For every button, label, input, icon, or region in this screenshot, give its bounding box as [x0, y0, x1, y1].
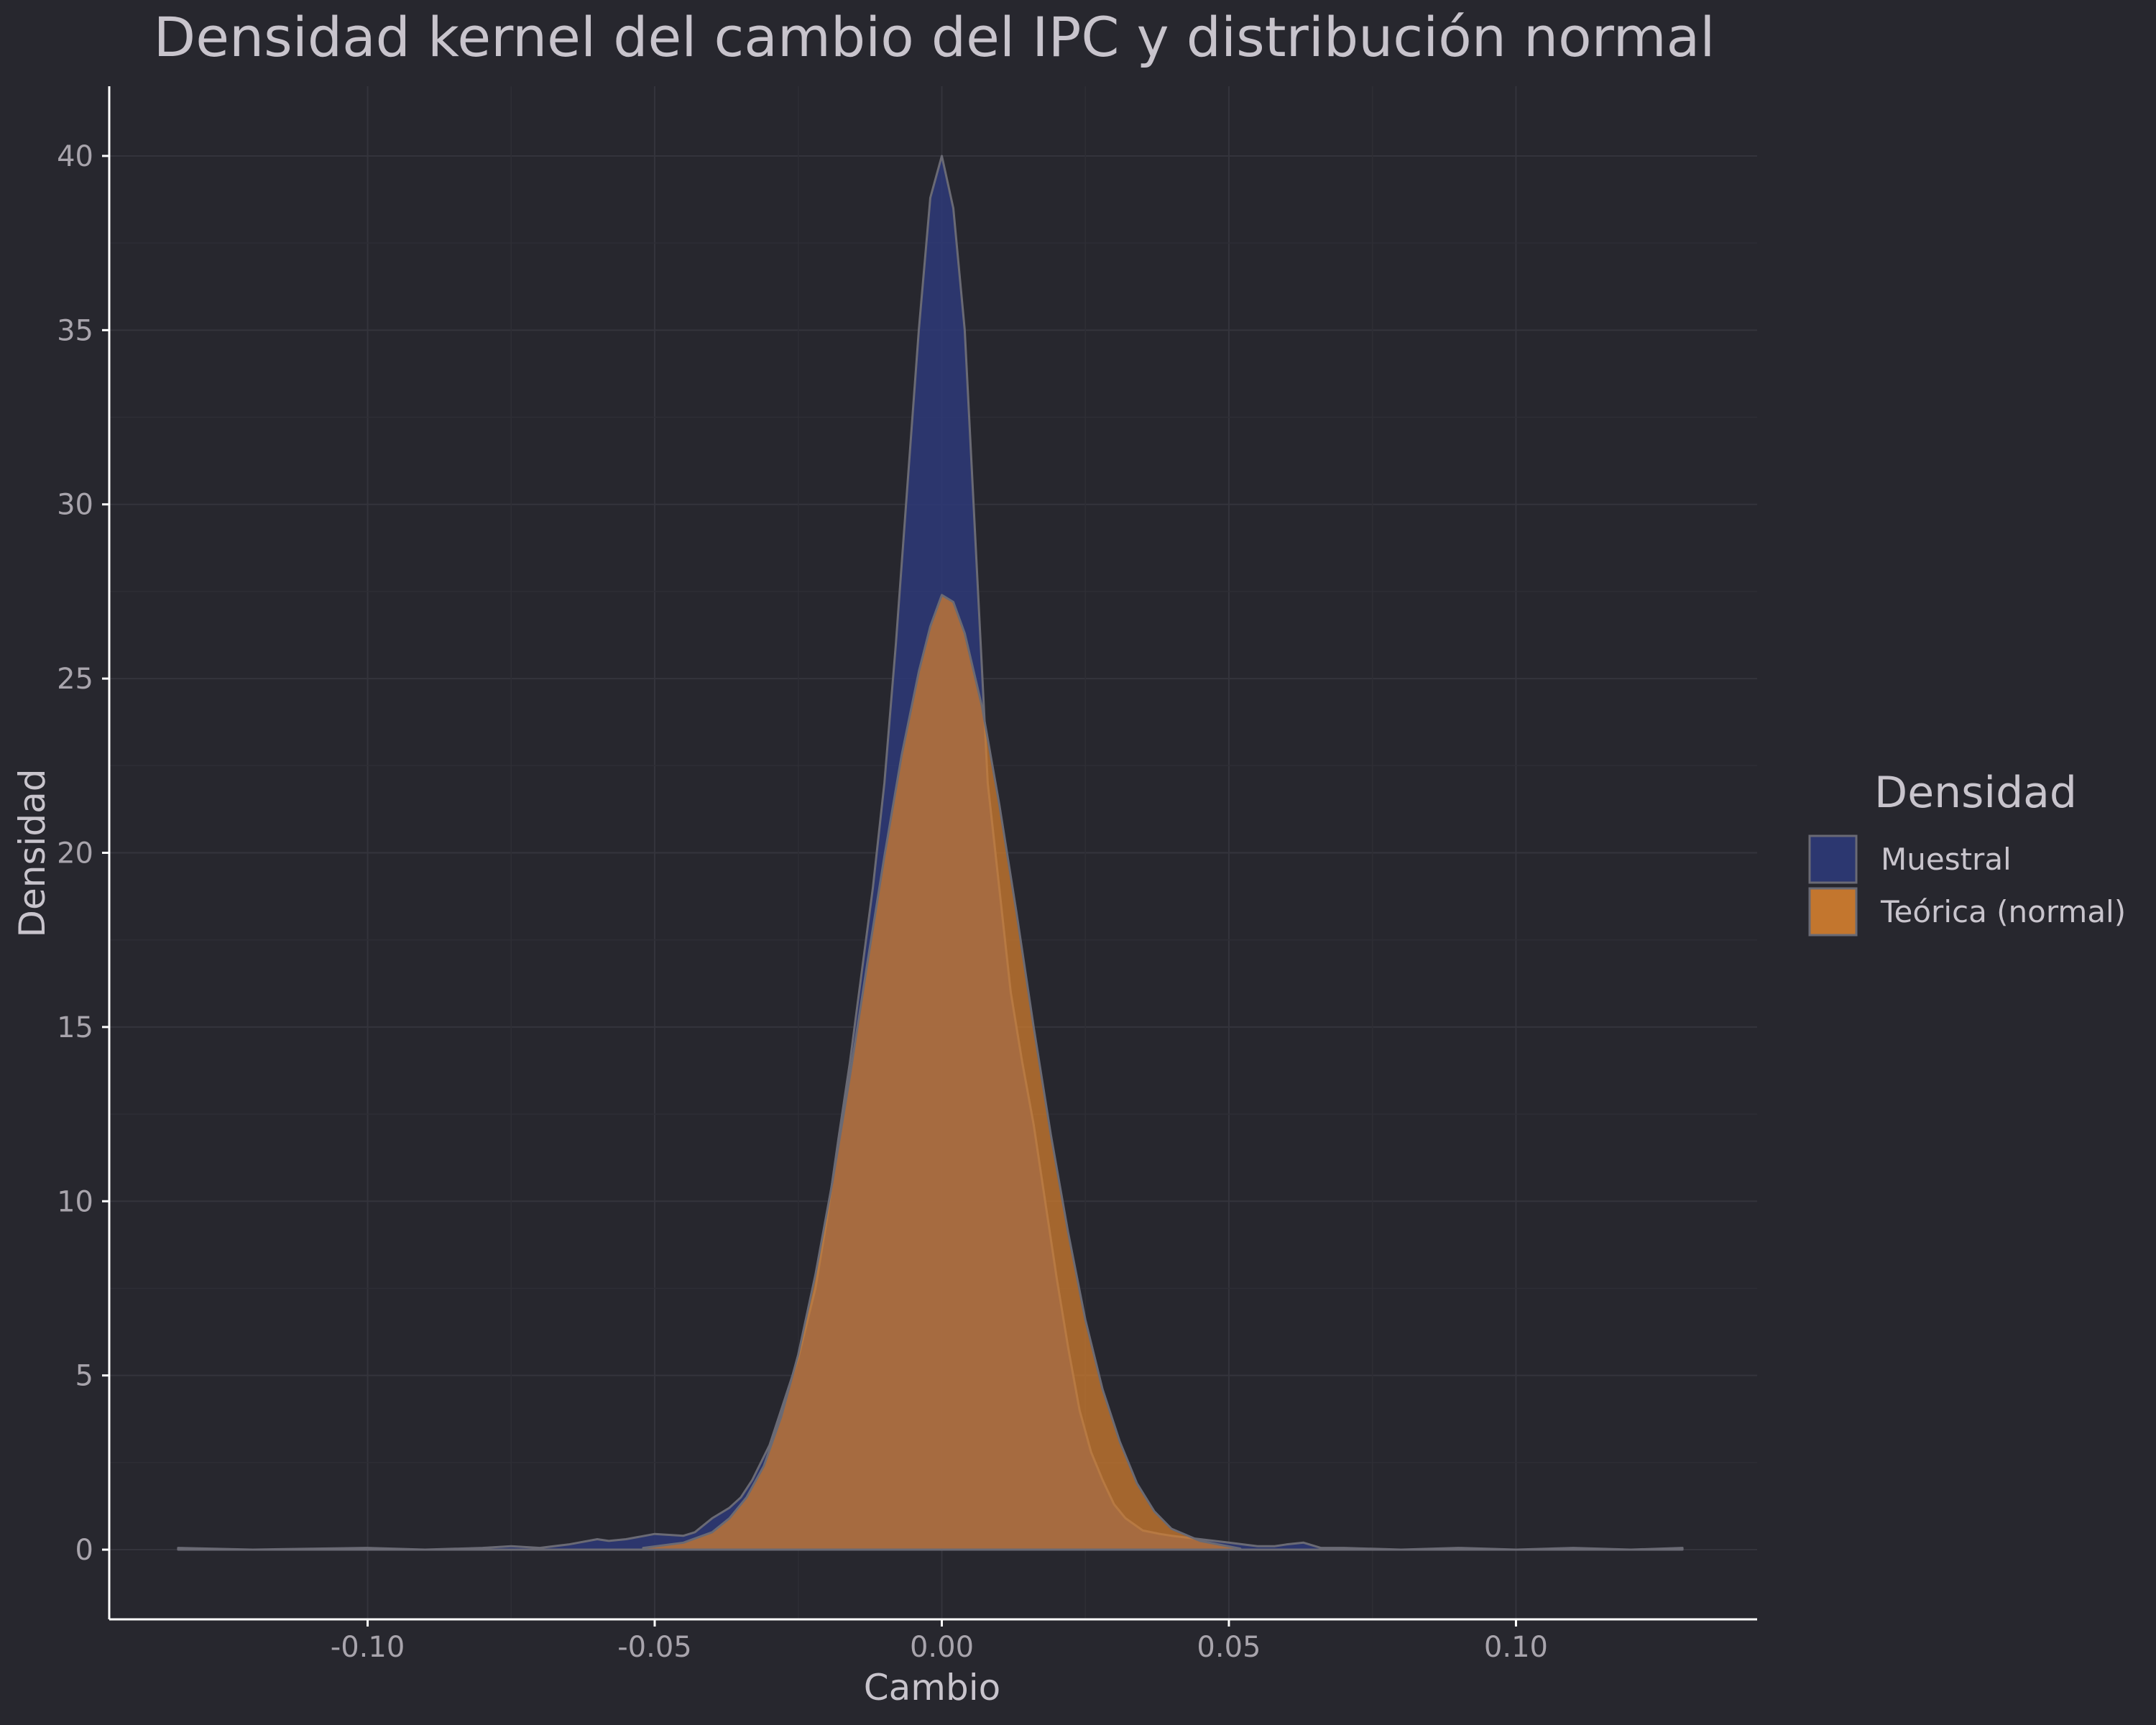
y-tick-label: 10 — [57, 1185, 93, 1218]
x-tick-label: 0.05 — [1197, 1631, 1261, 1664]
legend-title: Densidad — [1874, 768, 2077, 818]
x-axis-ticks: -0.10 -0.05 0.00 0.05 0.10 — [331, 1619, 1548, 1664]
density-areas — [177, 155, 1684, 1551]
y-tick-label: 40 — [57, 140, 93, 173]
y-tick-label: 20 — [57, 837, 93, 870]
y-tick-label: 0 — [75, 1534, 93, 1567]
x-axis-label: Cambio — [864, 1667, 1000, 1708]
x-tick-label: -0.10 — [331, 1631, 405, 1664]
legend-swatch — [1808, 887, 1858, 937]
legend-label: Teórica (normal) — [1880, 894, 2126, 929]
legend: Densidad Muestral Teórica (normal) — [1808, 768, 2126, 937]
y-axis-label: Densidad — [11, 768, 53, 937]
x-tick-label: 0.10 — [1484, 1631, 1548, 1664]
y-tick-label: 35 — [57, 314, 93, 347]
y-tick-label: 15 — [57, 1011, 93, 1044]
x-tick-label: 0.00 — [910, 1631, 974, 1664]
chart-title: Densidad kernel del cambio del IPC y dis… — [154, 5, 1715, 69]
y-axis-ticks: 0 5 10 15 20 25 30 35 40 — [57, 140, 109, 1567]
y-tick-label: 30 — [57, 489, 93, 522]
y-tick-label: 5 — [75, 1360, 93, 1393]
legend-label: Muestral — [1881, 842, 2012, 877]
x-tick-label: -0.05 — [617, 1631, 692, 1664]
y-tick-label: 25 — [57, 663, 93, 696]
legend-swatch — [1808, 834, 1858, 884]
density-area-te-rica-normal — [642, 594, 1242, 1551]
